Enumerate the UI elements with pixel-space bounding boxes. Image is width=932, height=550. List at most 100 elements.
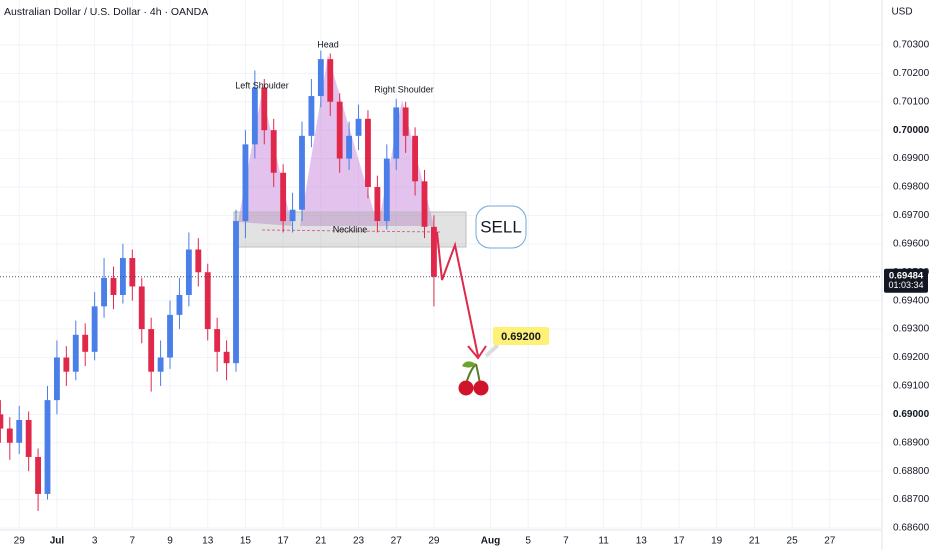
candle-body bbox=[6, 428, 13, 443]
x-tick-label: 7 bbox=[563, 536, 569, 547]
x-tick-label: 19 bbox=[711, 536, 723, 547]
axis-layer: 0.70300 0.70200 0.70100 0.70000 0.69900 0.698… bbox=[0, 40, 930, 547]
candle-body bbox=[176, 294, 183, 315]
candle-body bbox=[336, 101, 343, 159]
target-pointer bbox=[484, 343, 500, 358]
countdown-label: 01:03:34 bbox=[888, 280, 923, 290]
x-tick-label: 3 bbox=[92, 536, 98, 547]
candle-body bbox=[138, 286, 145, 330]
candle-body bbox=[195, 249, 202, 273]
candle-body bbox=[185, 249, 192, 295]
right-shoulder-label: Right Shoulder bbox=[374, 84, 434, 94]
projection-arrow bbox=[467, 345, 487, 360]
head-label: Head bbox=[317, 39, 339, 49]
x-tick-label: 23 bbox=[353, 536, 365, 547]
candle-body bbox=[365, 118, 371, 187]
y-tick-label: 0.68900 bbox=[893, 437, 930, 448]
y-tick-label: 0.70300 bbox=[893, 40, 930, 51]
x-tick-label: 27 bbox=[824, 536, 836, 547]
x-tick-label: 29 bbox=[428, 536, 440, 547]
y-tick-label: 0.69600 bbox=[893, 238, 930, 249]
candle-body bbox=[431, 226, 437, 277]
candle-body bbox=[374, 186, 381, 222]
x-tick-label: Aug bbox=[481, 536, 500, 547]
sell-bubble bbox=[475, 205, 527, 249]
x-tick-label: 21 bbox=[749, 536, 761, 547]
candle-body bbox=[280, 172, 287, 222]
left-shoulder-label: Left Shoulder bbox=[235, 80, 289, 90]
candles bbox=[0, 50, 437, 511]
y-tick-label: 0.69400 bbox=[893, 295, 930, 306]
candle-body bbox=[393, 107, 400, 159]
y-tick-label: 0.69300 bbox=[893, 324, 930, 335]
candle-body bbox=[327, 59, 334, 102]
x-tick-label: 21 bbox=[315, 536, 327, 547]
candle-body bbox=[233, 221, 239, 364]
candle-body bbox=[421, 181, 428, 227]
candle-body bbox=[299, 135, 305, 210]
candle-body bbox=[0, 414, 4, 429]
y-tick-label: 0.70100 bbox=[893, 96, 930, 107]
y-tick-label: 0.70200 bbox=[893, 68, 930, 79]
y-tick-label: 0.70000 bbox=[893, 125, 930, 136]
candle-body bbox=[317, 59, 324, 97]
left-shoulder-shape bbox=[238, 92, 292, 226]
right-shoulder-shape bbox=[378, 100, 434, 226]
chart-title: Australian Dollar / U.S. Dollar · 4h · O… bbox=[4, 6, 208, 18]
x-tick-label: 13 bbox=[636, 536, 648, 547]
y-tick-label: 0.68600 bbox=[893, 523, 930, 534]
candle-body bbox=[129, 258, 136, 287]
x-tick-label: 9 bbox=[167, 536, 173, 547]
x-tick-label: 29 bbox=[14, 536, 26, 547]
candle-body bbox=[412, 135, 419, 182]
candle-body bbox=[110, 277, 117, 295]
x-tick-label: 17 bbox=[278, 536, 290, 547]
candle-body bbox=[261, 87, 268, 131]
x-tick-label: 7 bbox=[130, 536, 136, 547]
candle-body bbox=[35, 456, 41, 494]
y-tick-label: 0.69900 bbox=[893, 153, 930, 164]
cherry-icon bbox=[458, 361, 489, 396]
candle-body bbox=[16, 420, 23, 443]
candle-body bbox=[25, 420, 32, 457]
candle-body bbox=[223, 351, 230, 364]
x-tick-label: 5 bbox=[525, 536, 531, 547]
grid-layer bbox=[0, 0, 882, 530]
candle-body bbox=[214, 329, 221, 352]
candle-body bbox=[82, 334, 89, 352]
x-tick-label: Jul bbox=[50, 536, 65, 547]
x-tick-label: 13 bbox=[202, 536, 214, 547]
x-tick-label: 27 bbox=[391, 536, 403, 547]
candle-body bbox=[308, 96, 315, 136]
x-tick-label: 15 bbox=[240, 536, 252, 547]
currency-label: USD bbox=[891, 7, 912, 18]
current-price-box bbox=[884, 268, 928, 293]
candle-body bbox=[270, 130, 277, 173]
y-tick-label: 0.69000 bbox=[893, 409, 930, 420]
candle-body bbox=[289, 209, 296, 222]
candle-body bbox=[148, 329, 155, 372]
y-tick-label: 0.69800 bbox=[893, 182, 930, 193]
candle-body bbox=[346, 135, 353, 159]
target-label: 0.69200 bbox=[501, 331, 541, 343]
y-tick-label: 0.69100 bbox=[893, 381, 930, 392]
y-tick-label: 0.69700 bbox=[893, 210, 930, 221]
candle-body bbox=[355, 118, 362, 136]
x-tick-label: 11 bbox=[598, 536, 609, 547]
candle-body bbox=[383, 158, 390, 222]
projection-path bbox=[436, 231, 479, 357]
candle-body bbox=[242, 144, 249, 222]
candle-body bbox=[63, 357, 70, 372]
current-price-label: 0.69484 bbox=[889, 270, 924, 281]
y-tick-label: 0.68800 bbox=[893, 466, 930, 477]
candle-body bbox=[91, 306, 98, 352]
candle-body bbox=[157, 357, 164, 372]
x-tick-label: 17 bbox=[673, 536, 685, 547]
target-label-box bbox=[493, 327, 549, 345]
candle-body bbox=[251, 87, 258, 145]
candle-body bbox=[72, 334, 79, 372]
sell-label: SELL bbox=[480, 217, 522, 236]
y-tick-label: 0.68700 bbox=[893, 494, 930, 505]
candle-body bbox=[204, 272, 211, 330]
